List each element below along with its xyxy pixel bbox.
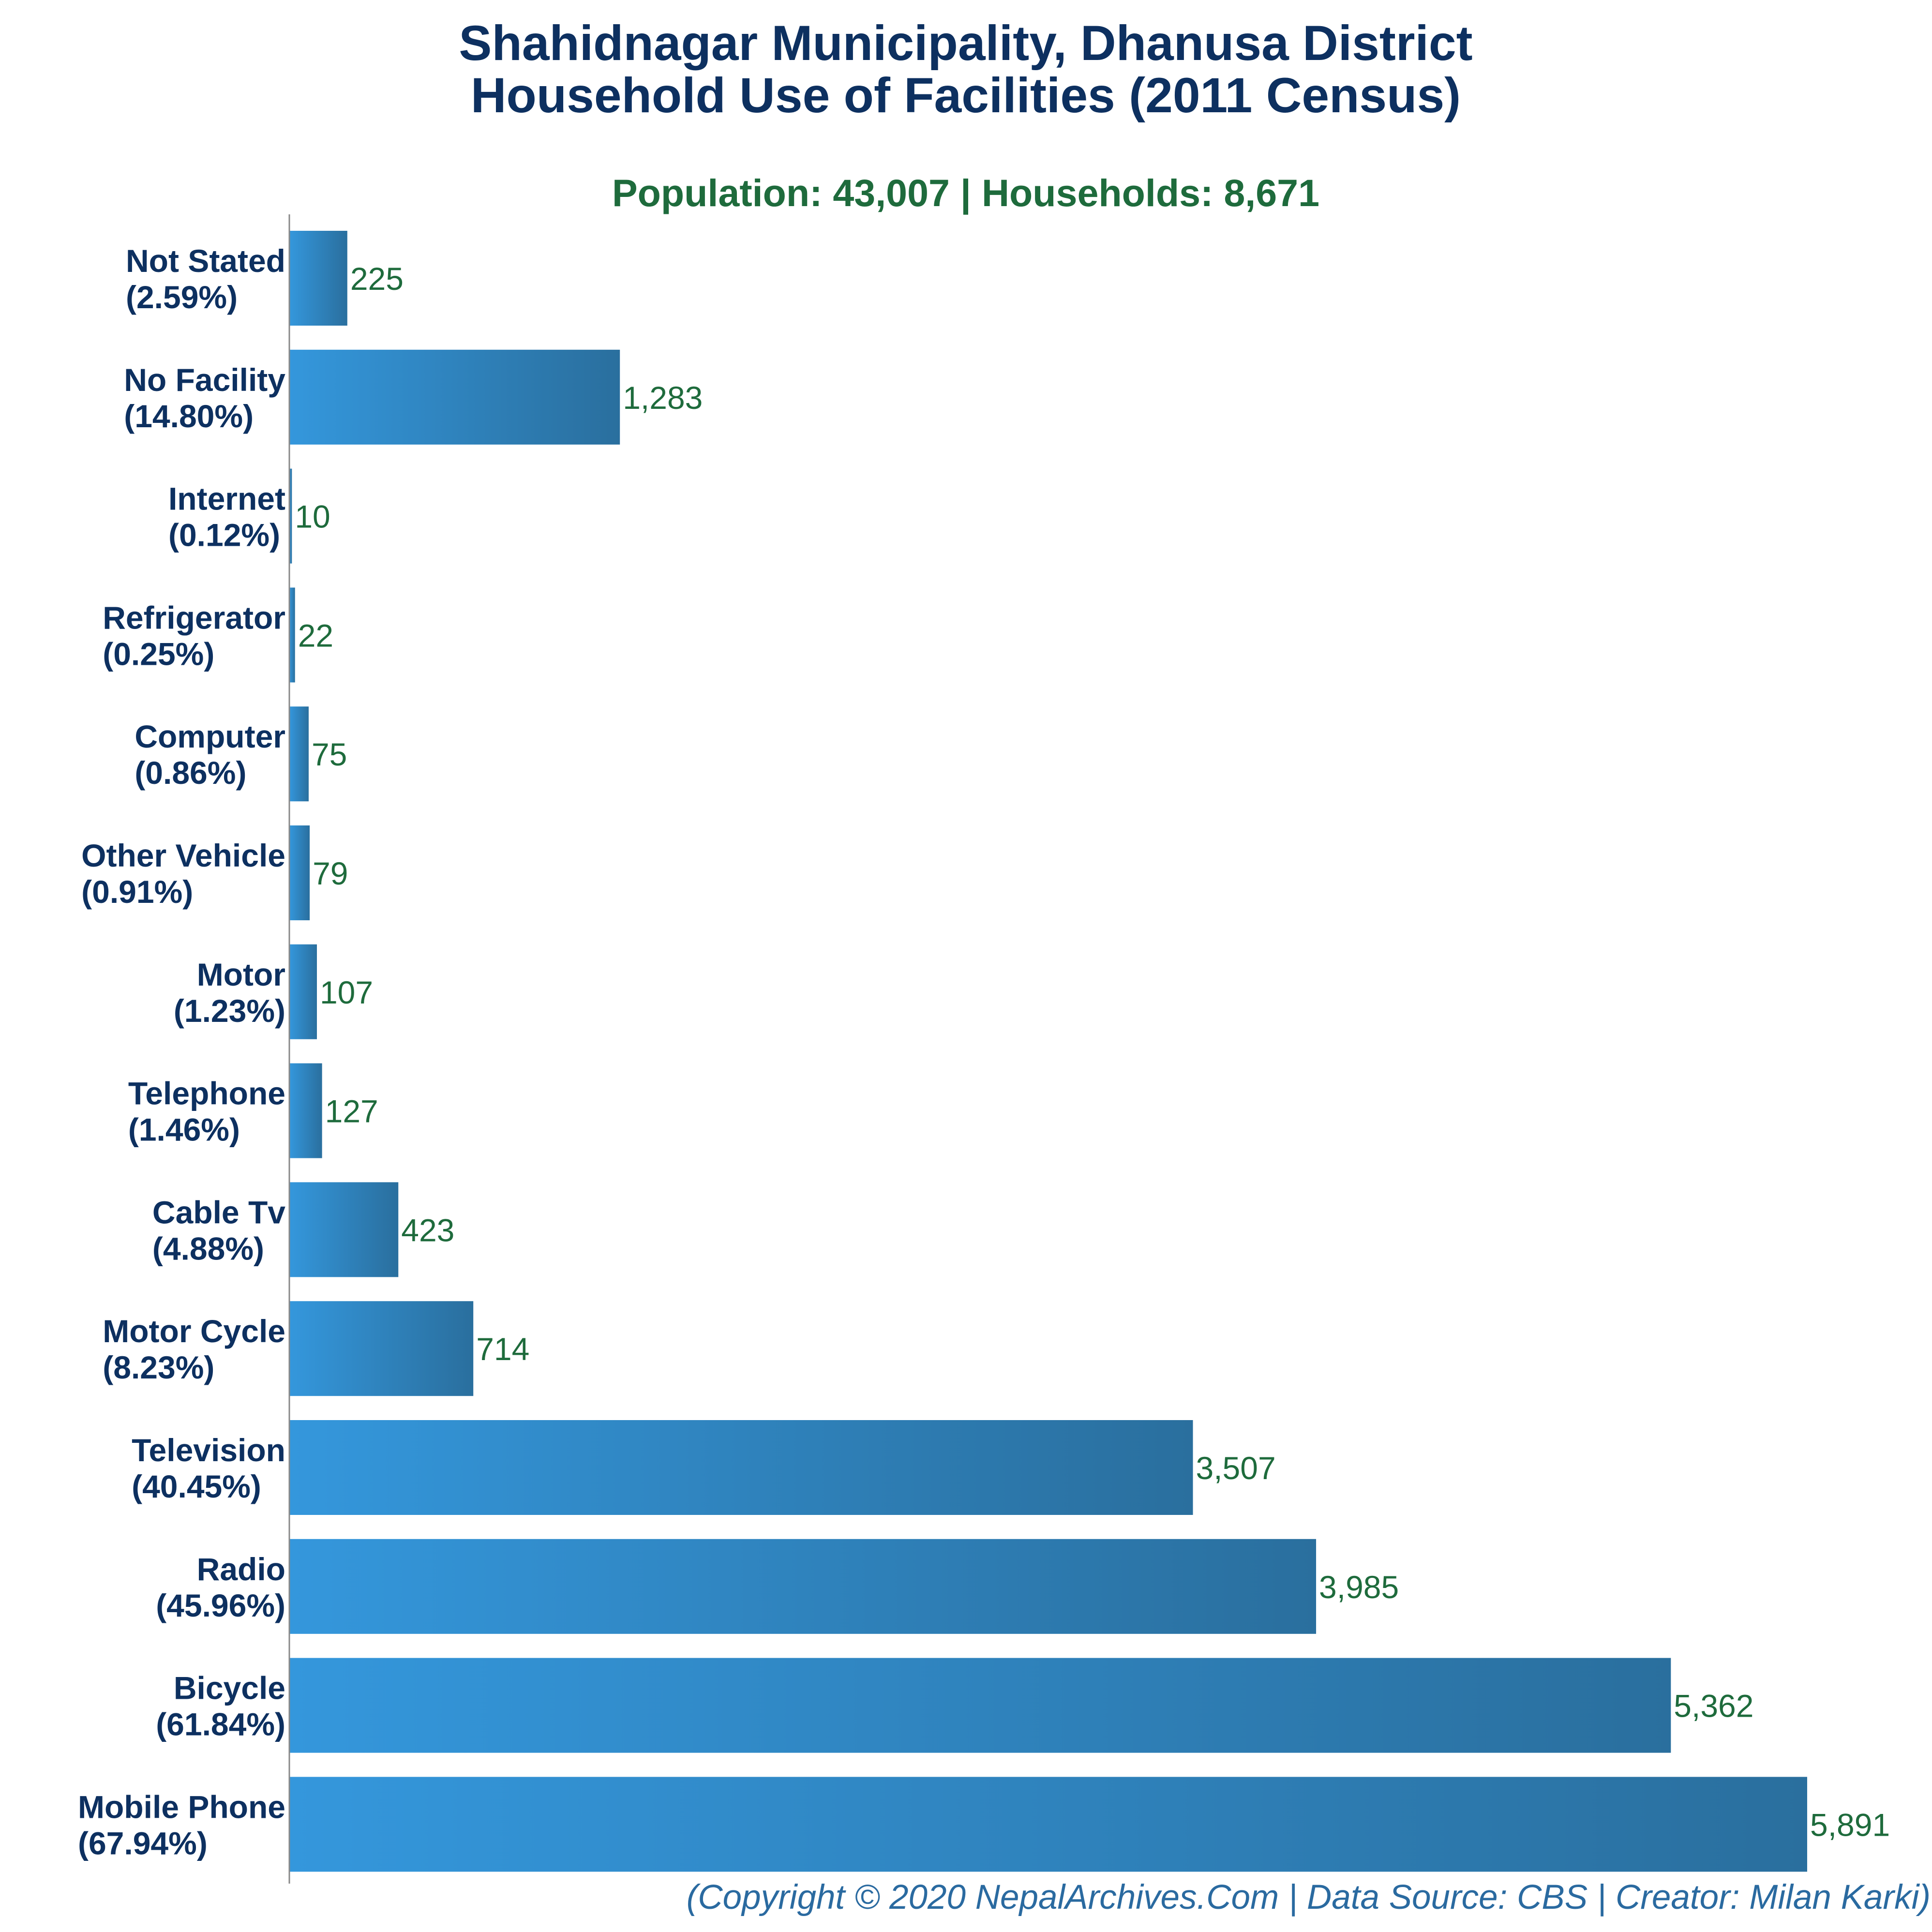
category-label: Refrigerator: [103, 599, 285, 635]
category-label: Other Vehicle: [81, 838, 285, 873]
category-label: No Facility: [124, 362, 285, 398]
bar-cable-tv: [289, 1182, 399, 1277]
bar-internet: [289, 468, 292, 564]
bar-other-vehicle: [289, 825, 310, 920]
bar-motor: [289, 944, 317, 1039]
value-label: 714: [476, 1331, 529, 1367]
bar-bicycle: [289, 1658, 1671, 1753]
category-label: Computer: [135, 719, 285, 754]
bar-television: [289, 1420, 1193, 1515]
category-label: Bicycle: [174, 1670, 285, 1706]
chart-footer: (Copyright © 2020 NepalArchives.Com | Da…: [687, 1878, 1931, 1917]
category-label: Television: [132, 1432, 285, 1468]
value-label: 75: [312, 736, 347, 772]
category-percent-label: (67.94%): [78, 1825, 208, 1861]
value-label: 3,507: [1196, 1450, 1276, 1486]
value-label: 225: [350, 261, 404, 297]
category-label: Radio: [197, 1551, 285, 1587]
bar-telephone: [289, 1063, 322, 1158]
value-label: 127: [325, 1093, 378, 1129]
value-label: 3,985: [1319, 1569, 1399, 1605]
bar-not-stated: [289, 231, 347, 326]
bar-refrigerator: [289, 587, 295, 683]
bar-radio: [289, 1539, 1317, 1634]
category-label: Motor: [197, 957, 285, 992]
category-percent-label: (14.80%): [124, 398, 254, 434]
value-label: 5,362: [1674, 1688, 1753, 1724]
category-percent-label: (0.91%): [81, 874, 193, 910]
chart-title-line-2: Household Use of Facilities (2011 Census…: [471, 68, 1461, 123]
category-percent-label: (40.45%): [132, 1468, 261, 1504]
chart-title-line-1: Shahidnagar Municipality, Dhanusa Distri…: [459, 15, 1472, 71]
category-percent-label: (0.25%): [103, 636, 214, 672]
category-percent-label: (0.86%): [135, 755, 246, 791]
bars-group: Not Stated(2.59%) 225 No Facility(14.80%) 1…: [78, 231, 1890, 1872]
category-percent-label: (1.23%): [174, 993, 285, 1029]
bar-computer: [289, 706, 309, 802]
value-label: 107: [320, 974, 373, 1010]
category-percent-label: (1.46%): [128, 1112, 240, 1148]
chart-subtitle: Population: 43,007 | Households: 8,671: [612, 171, 1319, 215]
bar-no-facility: [289, 349, 620, 445]
category-percent-label: (0.12%): [168, 517, 280, 553]
value-label: 5,891: [1810, 1807, 1890, 1842]
bar-motor-cycle: [289, 1301, 474, 1396]
category-label: Not Stated: [126, 243, 285, 279]
bar-mobile-phone: [289, 1777, 1807, 1872]
category-percent-label: (45.96%): [156, 1588, 285, 1623]
category-label: Mobile Phone: [78, 1789, 285, 1825]
value-label: 423: [401, 1212, 454, 1248]
value-label: 1,283: [623, 380, 703, 416]
value-label: 22: [298, 617, 333, 653]
value-label: 10: [295, 499, 330, 535]
category-label: Internet: [168, 481, 285, 517]
category-label: Telephone: [128, 1076, 285, 1111]
category-percent-label: (2.59%): [126, 279, 238, 315]
category-label: Cable Tv: [152, 1194, 285, 1230]
category-percent-label: (8.23%): [103, 1349, 214, 1385]
category-percent-label: (61.84%): [156, 1707, 285, 1742]
category-label: Motor Cycle: [103, 1313, 285, 1349]
category-percent-label: (4.88%): [152, 1230, 264, 1266]
value-label: 79: [313, 855, 348, 891]
